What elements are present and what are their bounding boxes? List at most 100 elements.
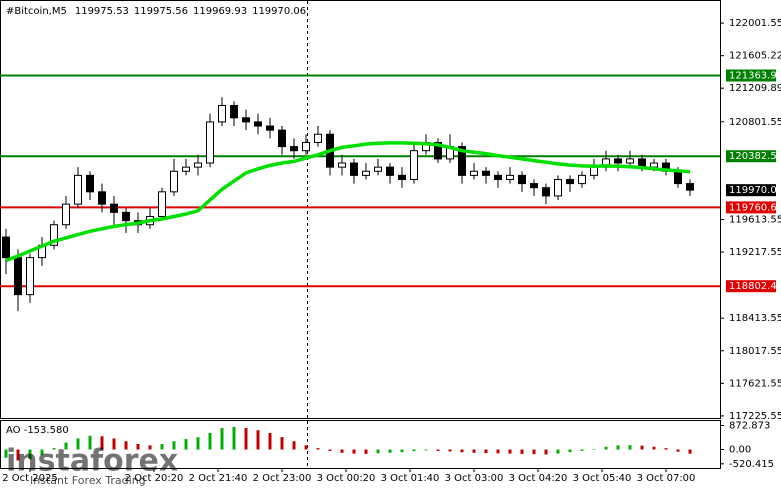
ao-bar [112,438,116,450]
ao-bar [556,449,560,454]
x-tick-label: 3 Oct 01:40 [381,473,440,484]
level-label: 119760.62 [729,202,781,213]
candle-body [566,178,574,185]
candle-body [182,166,190,172]
symbol: #Bitcoin,M5 [6,6,67,17]
candle-body [110,203,118,213]
ao-bar [28,449,32,460]
candle-body [650,162,658,168]
ao-bar [88,435,92,450]
candle-body [314,133,322,143]
y-tick-label: 119613.55 [729,214,781,225]
ao-bar [220,428,224,450]
level-label-box [726,280,776,293]
ao-bar [640,445,644,450]
x-tick-label: 2 Oct 21:40 [189,473,248,484]
ao-bar [520,449,524,454]
candle-body [686,183,694,191]
candle-body [578,174,586,185]
candle-body [554,178,562,197]
ao-bar [208,433,212,450]
ao-bar [352,449,356,454]
ao-bar [472,449,476,453]
candle-body [50,224,58,246]
candle-body [62,203,70,226]
candle-body [590,166,598,176]
ao-bar [100,436,104,450]
watermark-brand: instaforex [6,444,178,479]
candle-body [194,162,202,168]
candle-body [482,170,490,176]
ao-bar [184,439,188,450]
candle-body [86,174,94,193]
quote-close: 119970.06 [252,6,306,17]
ao-bar [124,441,128,450]
ao-bar [508,449,512,454]
candle-body [458,146,466,176]
ao-bar [304,445,308,450]
ao-bar [76,438,80,450]
ao-bar [628,445,632,450]
y-tick-label: 119217.55 [729,247,781,258]
candle-body [530,183,538,189]
ao-bar [616,445,620,450]
ao-bar [676,449,680,452]
level-label: 121363.98 [729,71,781,82]
level-label-box [726,69,776,82]
ao-bar [196,437,200,450]
candle-body [242,117,250,123]
ao-bar [448,449,452,452]
y-tick-label: 122001.55 [729,18,781,29]
ao-y-tick-label: 0.00 [729,445,751,456]
ao-bar [136,444,140,450]
ao-bar [688,449,692,454]
candle-body [170,170,178,193]
ao-bar [40,449,44,455]
x-tick-label: 2 Oct 2025 [2,473,57,484]
candle-body [338,162,346,168]
candle-body [434,141,442,160]
y-tick-label: 121209.89 [729,83,781,94]
ao-bar [604,446,608,450]
candle-body [506,174,514,180]
x-tick-label: 2 Oct 23:00 [253,473,312,484]
candle-body [494,174,502,180]
ao-bar [664,448,668,450]
ao-bar [460,449,464,453]
ao-bar [64,442,68,450]
candle-body [374,166,382,172]
ao-bar [244,428,248,450]
ao-bar [52,448,56,450]
ao-bar [544,449,548,455]
candle-body [254,121,262,127]
moving-average [5,141,691,263]
y-tick-label: 120801.55 [729,117,781,128]
price-label-box [726,184,776,197]
y-tick-label: 118413.55 [729,313,781,324]
ao-bar [436,449,440,451]
candle-body [626,158,634,164]
candle-body [542,187,550,197]
candle-body [2,236,10,259]
ao-bar [532,449,536,455]
x-tick-label: 3 Oct 05:40 [573,473,632,484]
x-tick-label: 3 Oct 03:00 [445,473,504,484]
candle-body [218,104,226,123]
ao-bar [388,449,392,453]
plot-layer [0,74,720,461]
ao-bar [364,449,368,454]
candle-body [350,162,358,176]
candle-body [206,121,214,164]
ao-bar [16,449,20,461]
ao-bar [580,449,584,451]
ao-bar [496,449,500,454]
candle-body [14,257,22,296]
candle-body [158,191,166,217]
x-tick-label: 2 Oct 20:20 [125,473,184,484]
candle-body [470,170,478,176]
candle-body [266,125,274,131]
ao-bar [268,433,272,450]
candle-body [302,141,310,152]
ao-bar [484,449,488,454]
